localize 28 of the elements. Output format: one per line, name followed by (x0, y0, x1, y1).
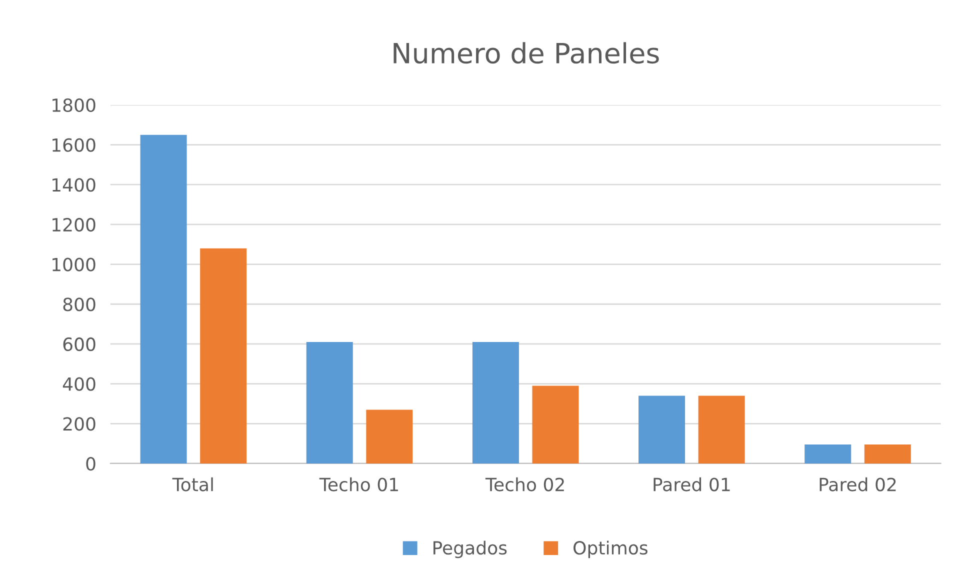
y-tick-label: 0 (86, 456, 96, 471)
bar (140, 134, 187, 464)
chart-title: Numero de Paneles (394, 42, 659, 64)
y-tick-label: 600 (63, 337, 96, 352)
x-tick-label: Pared 01 (654, 477, 730, 492)
bar (804, 444, 852, 464)
y-tick-label: 1200 (52, 218, 96, 232)
y-tick-label: 1000 (52, 258, 96, 272)
bar (864, 444, 911, 464)
bar (472, 342, 519, 464)
bar (306, 342, 353, 464)
x-tick-label: Techo 02 (485, 477, 564, 492)
y-tick-label: 1800 (52, 98, 96, 112)
legend-label: Pegados (434, 540, 507, 558)
y-tick-label: 1400 (52, 178, 96, 192)
x-tick-label: Techo 01 (319, 477, 398, 492)
y-tick-label: 1600 (52, 138, 96, 152)
legend-label: Optimos (574, 540, 648, 558)
bar (200, 248, 247, 464)
bar (532, 386, 579, 464)
x-tick-label: Total (172, 477, 213, 492)
bar (638, 396, 686, 464)
bar (698, 396, 745, 464)
x-tick-label: Pared 02 (820, 477, 896, 492)
y-tick-label: 800 (63, 298, 96, 312)
y-tick-label: 200 (63, 417, 96, 431)
bar (366, 410, 413, 464)
y-tick-label: 400 (62, 377, 96, 391)
